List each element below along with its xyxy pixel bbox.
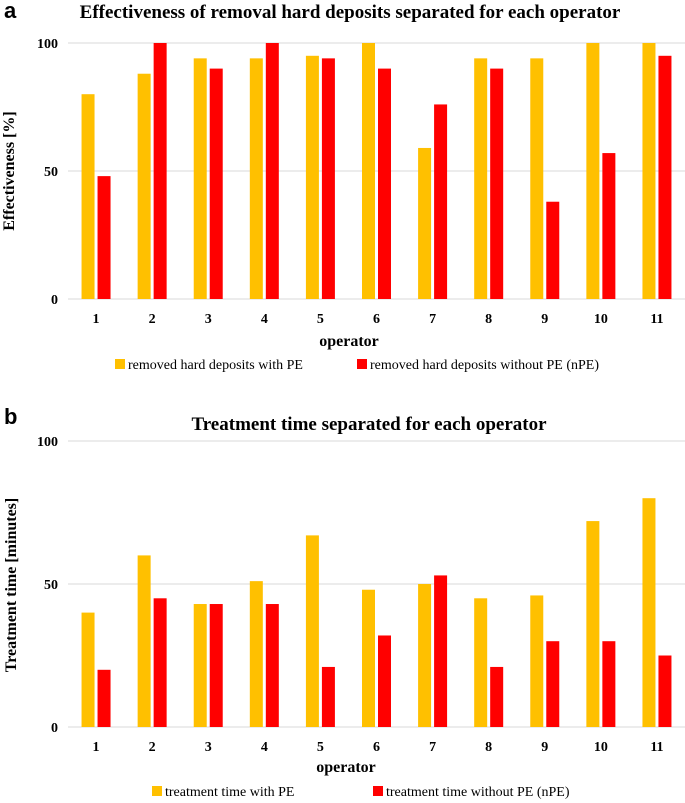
chart-b-bar-npe-operator-9 xyxy=(546,641,560,727)
chart-b-bar-pe-operator-3 xyxy=(193,604,207,727)
chart-a-bar-npe-operator-4 xyxy=(265,43,279,299)
chart-b-ytick-label: 50 xyxy=(44,578,58,593)
chart-a-bar-npe-operator-9 xyxy=(546,201,560,299)
chart-a-bar-pe-operator-10 xyxy=(586,43,600,299)
chart-a-ylabel: Effectiveness [%] xyxy=(1,111,18,231)
chart-b-bar-pe-operator-1 xyxy=(81,612,95,727)
chart-b-bar-pe-operator-4 xyxy=(249,581,263,727)
legend-b-pe-label: treatment time with PE xyxy=(165,785,294,800)
chart-a-xtick-label: 10 xyxy=(594,312,608,327)
chart-b-xtick-label: 8 xyxy=(485,740,492,755)
chart-a-xtick-label: 3 xyxy=(205,312,212,327)
chart-a-bar-npe-operator-8 xyxy=(490,68,504,299)
chart-b-xtick-label: 11 xyxy=(650,740,663,755)
chart-a-xtick-label: 1 xyxy=(93,312,100,327)
chart-a-bar-npe-operator-2 xyxy=(153,43,167,299)
chart-a-bar-pe-operator-11 xyxy=(642,43,656,299)
legend-b-npe-swatch xyxy=(373,786,383,796)
chart-b-xtick-label: 10 xyxy=(594,740,608,755)
legend-b-npe-label: treatment time without PE (nPE) xyxy=(386,785,570,800)
chart-b-bar-npe-operator-2 xyxy=(153,598,167,727)
chart-b-bar-pe-operator-5 xyxy=(305,535,319,727)
chart-a-bar-pe-operator-1 xyxy=(81,94,95,299)
chart-b-xtick-label: 7 xyxy=(429,740,436,755)
chart-b-bar-npe-operator-8 xyxy=(490,666,504,727)
panel-a-letter: a xyxy=(4,0,17,23)
chart-a-bar-pe-operator-3 xyxy=(193,58,207,299)
chart-b-xtick-label: 9 xyxy=(541,740,548,755)
chart-a-ytick-label: 0 xyxy=(51,293,58,308)
chart-a-xtick-label: 2 xyxy=(149,312,156,327)
chart-b-bar-npe-operator-1 xyxy=(97,669,111,727)
chart-a-xtick-label: 5 xyxy=(317,312,324,327)
chart-a-ytick-label: 50 xyxy=(44,165,58,180)
chart-a-bar-pe-operator-4 xyxy=(249,58,263,299)
chart-b-xtick-label: 6 xyxy=(373,740,380,755)
chart-b-bar-pe-operator-10 xyxy=(586,521,600,727)
chart-a-bar-npe-operator-3 xyxy=(209,68,223,299)
chart-a-xtick-label: 7 xyxy=(429,312,436,327)
chart-b-ylabel: Treatment time [minutes] xyxy=(3,498,20,672)
chart-b-xtick-label: 2 xyxy=(149,740,156,755)
chart-a-bar-npe-operator-10 xyxy=(602,153,616,299)
chart-b-plot: 0 50 100 1 2 3 4 5 6 7 8 9 10 11 xyxy=(37,435,685,755)
chart-b-bar-pe-operator-9 xyxy=(530,595,544,727)
chart-a-bar-pe-operator-2 xyxy=(137,73,151,299)
chart-b-bar-npe-operator-3 xyxy=(209,604,223,727)
chart-a-xtick-label: 4 xyxy=(261,312,268,327)
chart-a-bar-npe-operator-1 xyxy=(97,176,111,299)
chart-a-bar-npe-operator-6 xyxy=(378,68,391,299)
chart-a-bar-pe-operator-8 xyxy=(474,58,488,299)
chart-b-bar-pe-operator-7 xyxy=(418,584,432,727)
legend-a-npe-label: removed hard deposits without PE (nPE) xyxy=(370,358,599,373)
chart-a-title: Effectiveness of removal hard deposits s… xyxy=(80,2,621,23)
chart-b-xtick-label: 5 xyxy=(317,740,324,755)
chart-b-bar-pe-operator-2 xyxy=(137,555,151,727)
legend-b-pe-swatch xyxy=(152,786,162,796)
chart-a-xtick-label: 8 xyxy=(485,312,492,327)
chart-a-bar-pe-operator-7 xyxy=(418,147,432,299)
chart-b-bar-npe-operator-10 xyxy=(602,641,616,727)
chart-b-bar-npe-operator-11 xyxy=(658,655,672,727)
chart-b-bar-pe-operator-6 xyxy=(362,589,375,727)
chart-b-xlabel: operator xyxy=(316,759,376,776)
chart-b-title: Treatment time separated for each operat… xyxy=(191,414,547,435)
chart-b-bar-npe-operator-7 xyxy=(434,575,448,727)
chart-a-bar-pe-operator-6 xyxy=(362,43,375,299)
legend-a-pe-label: removed hard deposits with PE xyxy=(128,358,303,373)
chart-a-bar-npe-operator-11 xyxy=(658,55,672,299)
chart-a-plot: 0 50 100 1 2 3 4 5 6 7 8 9 10 11 xyxy=(37,37,685,327)
chart-a-xtick-label: 9 xyxy=(541,312,548,327)
chart-a-bar-npe-operator-7 xyxy=(434,104,448,299)
chart-b-bar-pe-operator-8 xyxy=(474,598,488,727)
legend-a-npe-swatch xyxy=(357,359,367,369)
chart-b-legend: treatment time with PE treatment time wi… xyxy=(152,785,570,800)
chart-b-xtick-label: 1 xyxy=(93,740,100,755)
chart-b-bar-npe-operator-5 xyxy=(321,666,335,727)
chart-b-ytick-label: 100 xyxy=(37,435,58,450)
chart-a-xtick-label: 6 xyxy=(373,312,380,327)
chart-a-legend: removed hard deposits with PE removed ha… xyxy=(115,358,599,373)
chart-a-xtick-label: 11 xyxy=(650,312,663,327)
chart-a-bar-pe-operator-9 xyxy=(530,58,544,299)
chart-b-ytick-label: 0 xyxy=(51,721,58,736)
chart-b-xtick-label: 4 xyxy=(261,740,268,755)
chart-a-bar-pe-operator-5 xyxy=(305,55,319,299)
chart-b-bar-npe-operator-4 xyxy=(265,604,279,727)
legend-a-pe-swatch xyxy=(115,359,125,369)
chart-a-ytick-label: 100 xyxy=(37,37,58,52)
chart-a-xlabel: operator xyxy=(319,333,379,350)
panel-b-letter: b xyxy=(4,404,17,429)
chart-b-xtick-label: 3 xyxy=(205,740,212,755)
chart-b-bar-pe-operator-11 xyxy=(642,498,656,727)
chart-b-bar-npe-operator-6 xyxy=(378,635,391,727)
chart-a-bar-npe-operator-5 xyxy=(321,58,335,299)
